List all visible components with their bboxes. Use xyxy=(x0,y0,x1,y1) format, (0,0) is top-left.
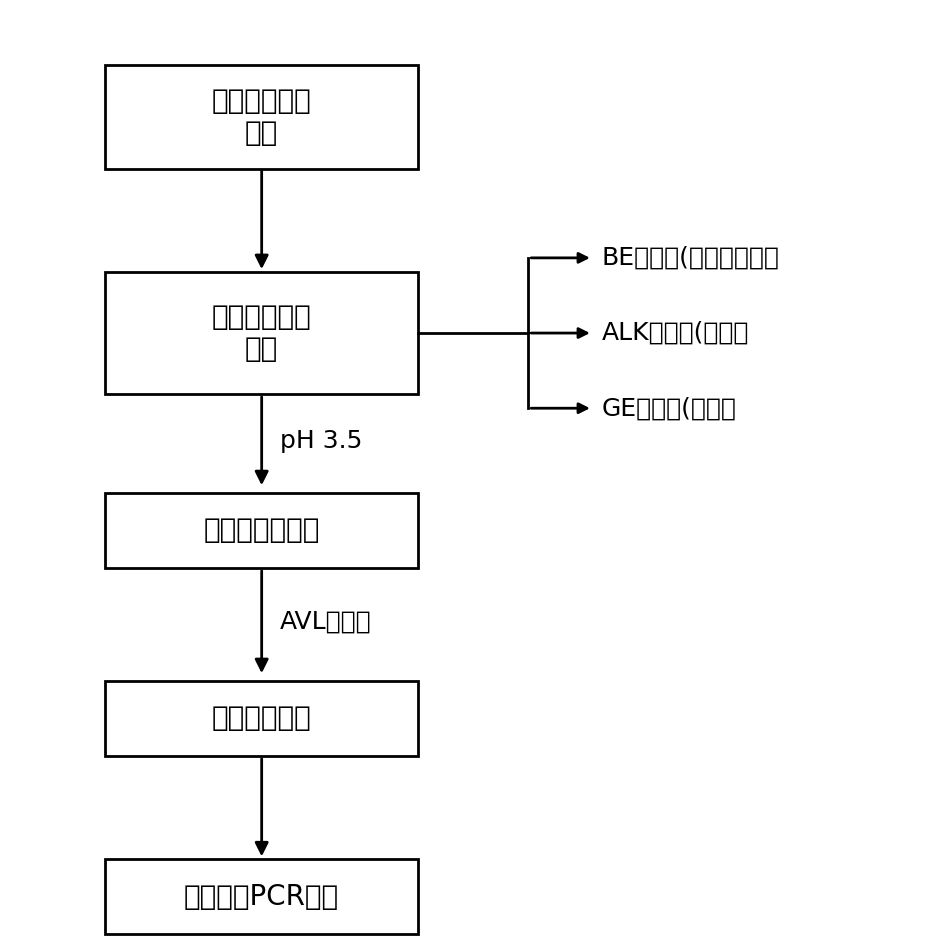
Bar xyxy=(106,681,417,756)
Text: GE洗脱液(沙拉）: GE洗脱液(沙拉） xyxy=(602,396,736,420)
Text: 提取病毒核酸: 提取病毒核酸 xyxy=(211,704,311,732)
Text: pH 3.5: pH 3.5 xyxy=(280,429,362,453)
Text: AVL裂解液: AVL裂解液 xyxy=(280,610,372,633)
Text: 荧光定量PCR检测: 荧光定量PCR检测 xyxy=(184,883,339,911)
Bar xyxy=(106,493,417,568)
Bar xyxy=(106,859,417,935)
Text: ALK洗脱液(火腿）: ALK洗脱液(火腿） xyxy=(602,321,748,345)
Text: 食品中病毒的
洗脱: 食品中病毒的 洗脱 xyxy=(211,302,311,363)
Bar xyxy=(106,65,417,169)
Text: 病毒的过滤吸附: 病毒的过滤吸附 xyxy=(203,517,320,544)
Text: BE洗脱液(生菜、蓝莓）: BE洗脱液(生菜、蓝莓） xyxy=(602,246,779,270)
Text: 病毒食品的前
处理: 病毒食品的前 处理 xyxy=(211,86,311,147)
Bar xyxy=(106,272,417,394)
